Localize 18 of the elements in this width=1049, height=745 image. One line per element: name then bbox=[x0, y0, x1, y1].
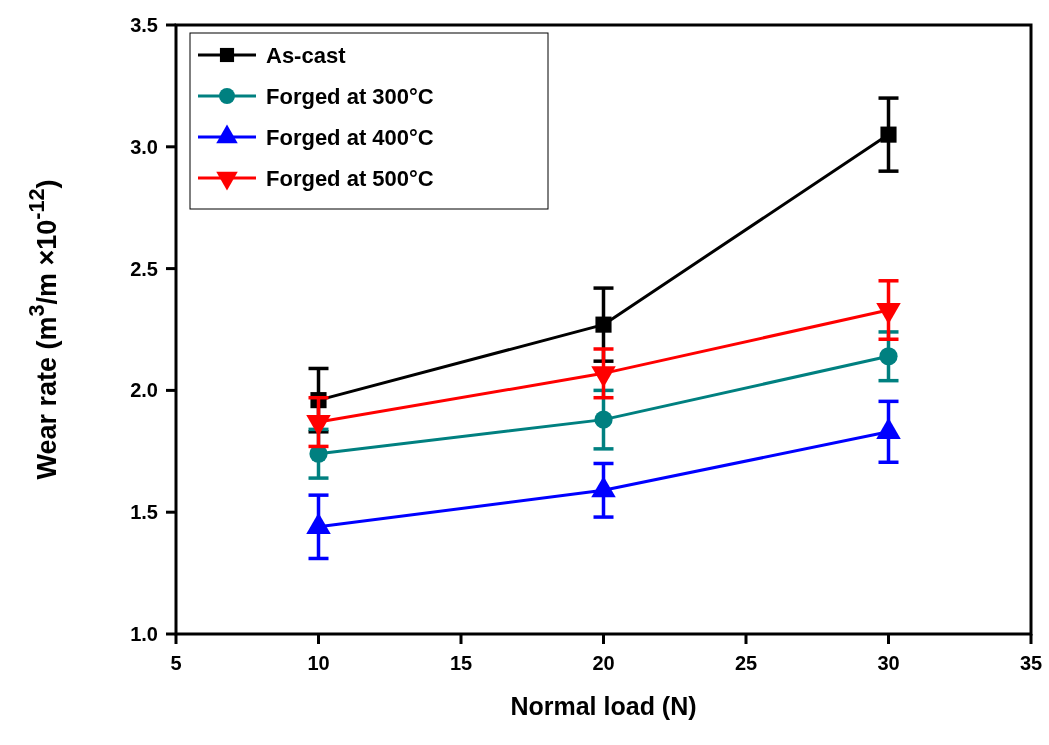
x-tick-label: 35 bbox=[1019, 652, 1043, 674]
y-tick-label: 2.5 bbox=[130, 257, 158, 280]
x-tick-label: 15 bbox=[449, 652, 473, 674]
x-tick-label: 10 bbox=[307, 652, 330, 674]
y-tick-label: 3.5 bbox=[130, 14, 158, 36]
y-tick-label: 3.0 bbox=[130, 135, 158, 158]
x-tick-label: 25 bbox=[734, 652, 758, 674]
y-tick-label: 1.0 bbox=[130, 623, 158, 645]
x-axis-title: Normal load (N) bbox=[510, 692, 697, 720]
legend-label: Forged at 300°C bbox=[266, 83, 434, 109]
x-tick-label: 5 bbox=[170, 652, 182, 674]
legend-label: Forged at 400°C bbox=[266, 124, 434, 150]
legend-label: As-cast bbox=[266, 42, 347, 68]
x-tick-label: 20 bbox=[592, 652, 615, 674]
y-tick-label: 2.0 bbox=[130, 379, 158, 402]
x-tick-label: 30 bbox=[877, 652, 900, 674]
y-tick-label: 1.5 bbox=[130, 501, 158, 524]
legend-label: Forged at 500°C bbox=[266, 165, 434, 191]
